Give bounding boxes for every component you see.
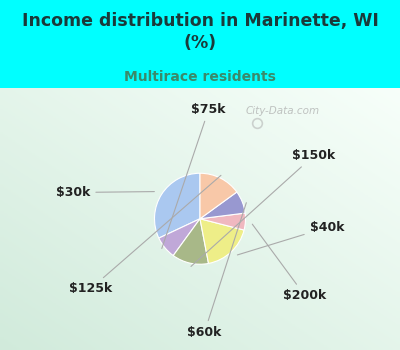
Wedge shape bbox=[200, 173, 237, 219]
Wedge shape bbox=[200, 213, 246, 230]
Text: $125k: $125k bbox=[69, 175, 221, 295]
Text: $150k: $150k bbox=[191, 149, 335, 266]
Text: $40k: $40k bbox=[237, 221, 344, 255]
Text: Income distribution in Marinette, WI
(%): Income distribution in Marinette, WI (%) bbox=[22, 12, 378, 52]
Wedge shape bbox=[200, 219, 244, 264]
Text: $30k: $30k bbox=[56, 186, 154, 199]
Text: $60k: $60k bbox=[187, 203, 246, 339]
Text: City-Data.com: City-Data.com bbox=[246, 106, 320, 116]
Text: $200k: $200k bbox=[252, 224, 327, 302]
Wedge shape bbox=[173, 219, 208, 264]
Text: Multirace residents: Multirace residents bbox=[124, 70, 276, 84]
Wedge shape bbox=[159, 219, 200, 256]
Wedge shape bbox=[200, 192, 245, 219]
Text: $75k: $75k bbox=[162, 103, 226, 248]
Wedge shape bbox=[154, 173, 200, 238]
